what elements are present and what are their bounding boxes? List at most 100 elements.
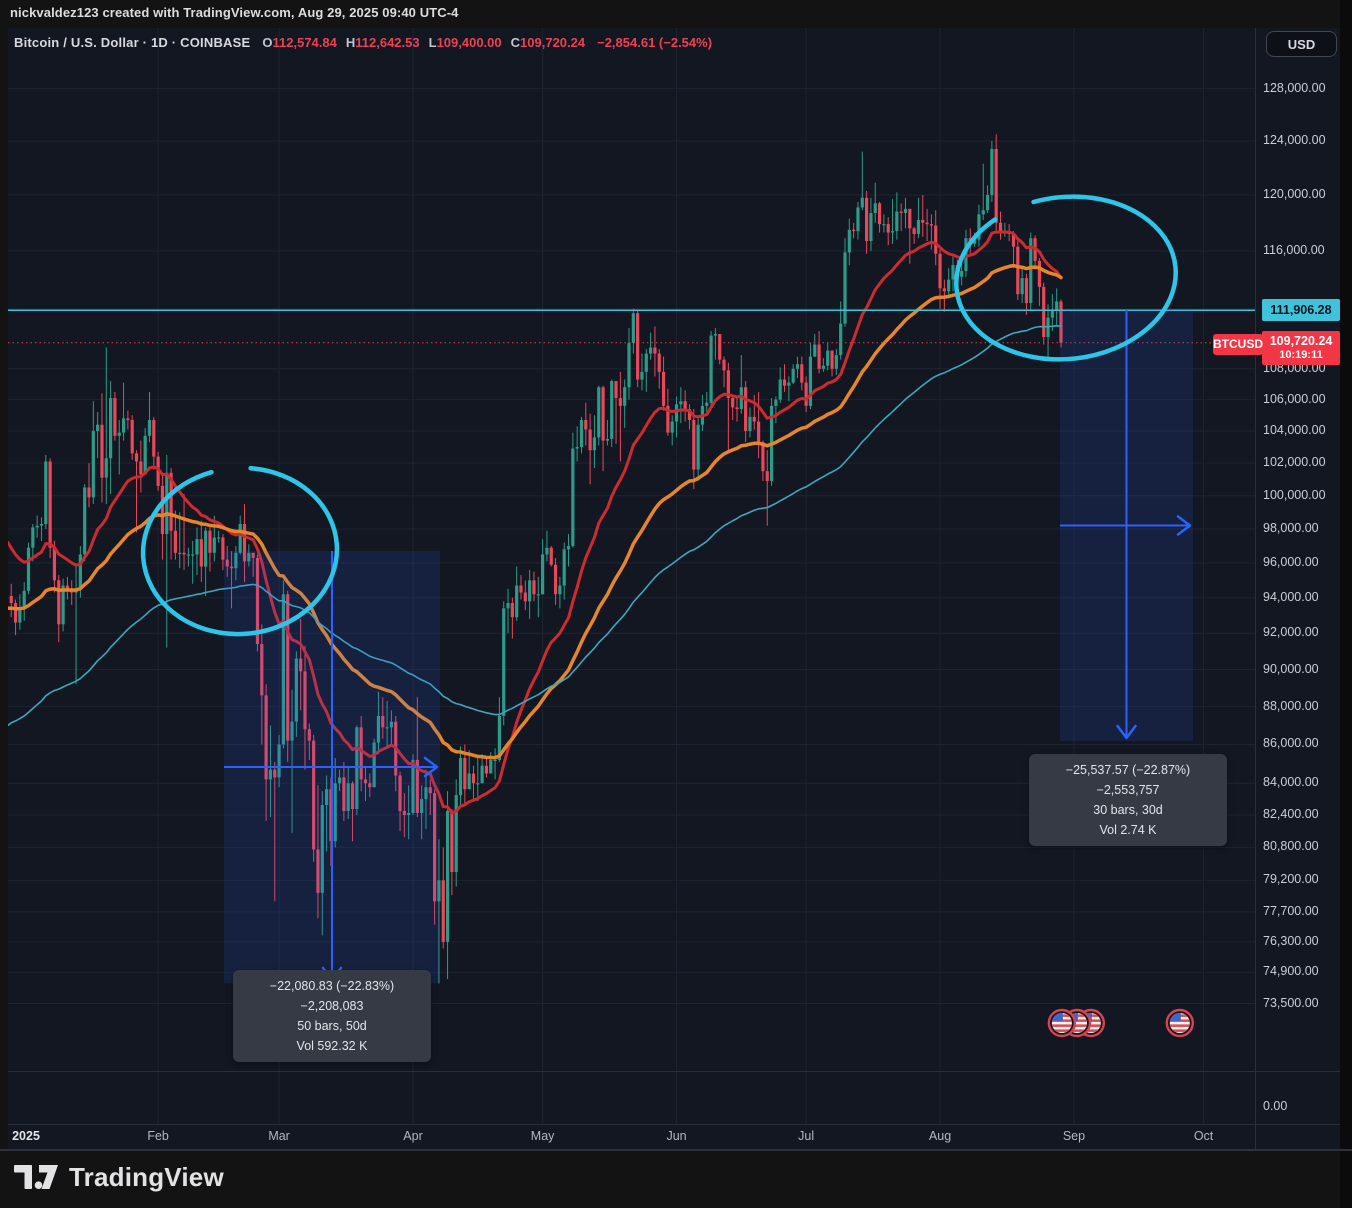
- candle-up: [420, 799, 424, 814]
- price-axis-label: 77,700.00: [1263, 903, 1319, 918]
- measure-price-change: −25,537.57 (−22.87%) −2,553,757: [1065, 763, 1191, 797]
- time-axis-month-label: Sep: [1062, 1129, 1086, 1143]
- price-axis-label: 104,000.00: [1263, 423, 1326, 438]
- symbol-legend: Bitcoin / U.S. Dollar · 1D · COINBASE O1…: [14, 35, 712, 50]
- candle-up: [528, 580, 532, 602]
- attribution-text: nickvaldez123 created with TradingView.c…: [10, 5, 459, 20]
- candle-up: [104, 458, 108, 478]
- currency-usd-button[interactable]: USD: [1266, 31, 1337, 57]
- price-axis-label: 120,000.00: [1263, 187, 1326, 202]
- candle-up: [610, 381, 614, 439]
- candle-up: [985, 195, 990, 211]
- slow-ma-line: [8, 324, 1062, 727]
- candle-up: [355, 727, 359, 810]
- candle-up: [337, 777, 342, 784]
- ohlc-values: O112,574.84 H112,642.53 L109,400.00 C109…: [262, 35, 585, 50]
- candle-up: [903, 208, 908, 213]
- us-flag-sticker[interactable]: [1165, 1008, 1195, 1038]
- pane-separator[interactable]: [8, 1071, 1340, 1072]
- candle-down: [761, 442, 765, 472]
- candle-down: [549, 547, 553, 565]
- candle-up: [1020, 278, 1024, 295]
- candle-up: [91, 431, 95, 498]
- candle-up: [497, 715, 501, 760]
- time-axis-month-label: May: [530, 1129, 555, 1143]
- measure-label[interactable]: −22,080.83 (−22.83%) −2,208,083 50 bars,…: [233, 970, 431, 1062]
- candle-up: [39, 524, 44, 526]
- measure-volume: Vol 2.74 K: [1099, 823, 1157, 837]
- candle-down: [735, 407, 739, 409]
- candle-up: [1050, 310, 1054, 318]
- candle-down: [402, 811, 406, 816]
- candle-down: [994, 148, 998, 223]
- price-axis-separator[interactable]: [1255, 28, 1256, 1149]
- candle-up: [217, 537, 221, 539]
- mid-ma-line: [8, 263, 1063, 760]
- candle-up: [320, 805, 324, 893]
- candle-down: [242, 524, 247, 562]
- candle-up: [709, 335, 713, 403]
- candle-up: [739, 387, 743, 409]
- candle-up: [774, 399, 778, 406]
- candle-down: [921, 219, 925, 223]
- candle-down: [433, 793, 437, 902]
- candle-down: [221, 537, 225, 560]
- candle-down: [744, 387, 748, 432]
- candle-up: [78, 554, 82, 590]
- candle-down: [661, 371, 666, 406]
- candle-down: [865, 197, 869, 242]
- candle-down: [614, 381, 618, 399]
- candle-down: [877, 203, 882, 225]
- candle-up: [346, 783, 350, 812]
- price-axis-label: 90,000.00: [1263, 661, 1319, 676]
- price-axis-label: 106,000.00: [1263, 391, 1326, 406]
- candle-up: [566, 545, 571, 550]
- candle-down: [182, 552, 186, 555]
- candle-down: [731, 398, 735, 408]
- candle-down: [852, 229, 856, 232]
- candle-down: [100, 424, 104, 478]
- candle-up: [605, 438, 609, 441]
- us-flag-sticker[interactable]: [1047, 1008, 1077, 1038]
- candle-up: [1029, 238, 1033, 303]
- candle-down: [225, 559, 229, 567]
- candle-up: [713, 334, 717, 336]
- candle-up: [445, 811, 450, 942]
- candle-down: [757, 421, 761, 443]
- candle-up: [480, 765, 484, 784]
- footer-bar: [0, 1149, 1340, 1208]
- candle-down: [925, 222, 929, 225]
- candle-up: [294, 658, 298, 722]
- ellipse-drawing[interactable]: [137, 461, 342, 640]
- price-axis-label: 116,000.00: [1263, 242, 1325, 257]
- price-axis-label: 86,000.00: [1263, 736, 1319, 751]
- candle-down: [584, 419, 588, 430]
- candle-up: [493, 759, 497, 761]
- candle-up: [467, 773, 471, 790]
- candle-down: [342, 777, 346, 812]
- ellipse-drawing[interactable]: [948, 186, 1184, 370]
- measure-label[interactable]: −25,537.57 (−22.87%) −2,553,757 30 bars,…: [1029, 754, 1227, 846]
- measure-bar-count: 50 bars, 50d: [297, 1019, 367, 1033]
- candle-down: [553, 564, 558, 595]
- price-axis-background: [1255, 28, 1340, 1149]
- candle-up: [670, 421, 674, 433]
- price-axis-label: 124,000.00: [1263, 132, 1326, 147]
- candle-up: [143, 435, 147, 475]
- candle-up: [458, 757, 463, 796]
- candle-down: [65, 585, 69, 590]
- candle-up: [61, 585, 65, 625]
- candle-down: [687, 408, 692, 420]
- bar-countdown: 10:19:11: [1279, 348, 1323, 361]
- candle-up: [951, 265, 955, 280]
- candle-up: [44, 461, 48, 525]
- candle-up: [277, 744, 281, 778]
- candle-up: [333, 783, 337, 842]
- tradingview-logo[interactable]: TradingView: [14, 1161, 224, 1193]
- candle-down: [350, 783, 355, 810]
- candle-down: [160, 485, 165, 535]
- candle-down: [718, 334, 722, 360]
- time-axis-month-label: Aug: [928, 1129, 952, 1143]
- symbol-title[interactable]: Bitcoin / U.S. Dollar · 1D · COINBASE: [14, 35, 251, 50]
